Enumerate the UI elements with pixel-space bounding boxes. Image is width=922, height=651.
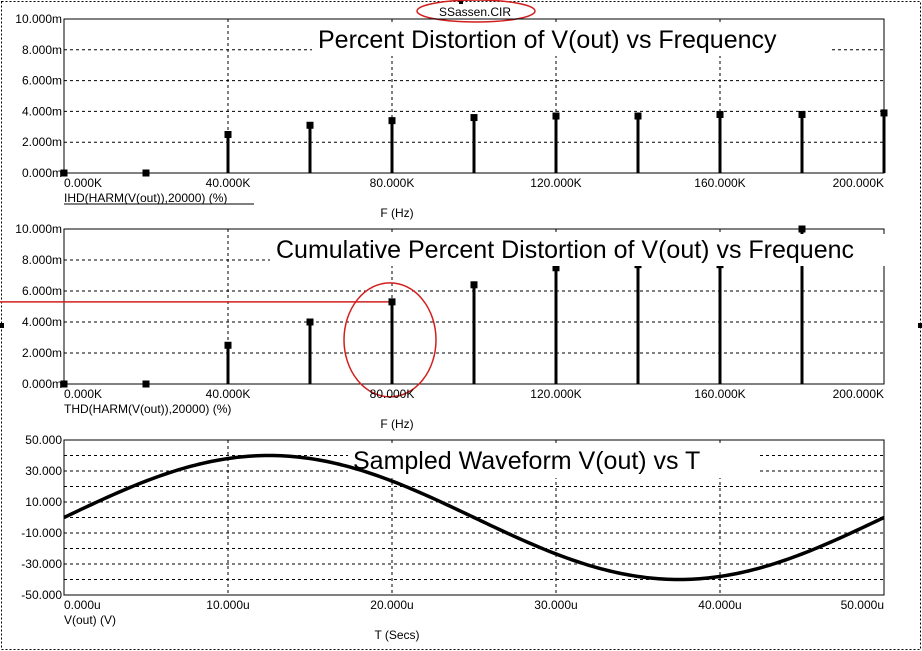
ihd-x-tick-label: 80.000K [370,176,415,190]
waveform-x-axis-label: T (Secs) [374,628,419,642]
thd-y-tick-label: 2.000m [22,346,62,360]
waveform-trace [63,453,885,582]
thd-bar-marker [470,281,478,289]
thd-x-tick-label: 0.000K [64,387,102,401]
ihd-x-tick-label: 0.000K [64,176,102,190]
ihd-x-tick-label: 200.000K [833,176,884,190]
thd-y-tick-label: 8.000m [22,253,62,267]
waveform-plot-title: Sampled Waveform V(out) vs T [353,447,700,475]
ihd-bar-marker [470,114,478,122]
thd-x-axis-label: F (Hz) [380,417,413,431]
waveform-y-tick-label: 30.000 [25,464,62,478]
ihd-x-tick-label: 160.000K [694,176,745,190]
waveform-plot-x-ticks: 0.000u 10.000u 20.000u 30.000u 40.000u 50.000… [64,598,884,612]
ihd-y-tick-label: 6.000m [22,74,62,88]
thd-y-tick-label: 4.000m [22,315,62,329]
ihd-bar-marker [142,169,150,177]
ihd-trace-label[interactable]: IHD(HARM(V(out)),20000) (%) [64,191,227,205]
ihd-bar-marker [880,109,888,117]
thd-bar-marker [142,380,150,388]
thd-x-tick-label: 200.000K [833,387,884,401]
thd-bar-marker [60,380,68,388]
thd-y-tick-label: 0.000m [22,377,62,391]
waveform-x-tick-label: 40.000u [698,598,741,612]
waveform-trace-label[interactable]: V(out) (V) [64,613,116,627]
ihd-x-tick-label: 40.000K [206,176,251,190]
thd-y-tick-label: 6.000m [22,284,62,298]
ihd-bar-marker [552,112,560,120]
frame-handle-left[interactable] [0,323,4,328]
waveform-x-tick-label: 10.000u [206,598,249,612]
waveform-y-tick-label: -50.000 [21,588,62,602]
thd-bar-marker [388,298,396,306]
ihd-bar-marker [306,121,314,129]
thd-bar-marker [798,225,806,233]
waveform-y-tick-label: 50.000 [25,433,62,447]
ihd-y-tick-label: 10.000m [15,12,62,26]
waveform-plot-y-ticks: -50.000 -30.000 -10.000 10.000 30.000 50.000 [21,433,62,602]
waveform-x-tick-label: 50.000u [841,598,884,612]
waveform-line [63,453,885,582]
ihd-bar-marker [798,110,806,118]
ihd-x-axis-label: F (Hz) [380,206,413,220]
waveform-x-tick-label: 20.000u [370,598,413,612]
thd-bar-marker [552,264,560,272]
file-label: SSassen.CIR [439,5,511,19]
ihd-bar-marker [60,169,68,177]
thd-x-tick-label: 120.000K [530,387,581,401]
thd-bar-marker [224,341,232,349]
ihd-bar-marker [716,110,724,118]
ihd-plot-y-ticks: 0.000m 2.000m 4.000m 6.000m 8.000m 10.000m [15,12,62,180]
waveform-title-backdrop [348,446,758,478]
ihd-y-tick-label: 8.000m [22,43,62,57]
frame-handle-top[interactable] [459,0,463,4]
ihd-bar-marker [634,112,642,120]
ihd-y-tick-label: 0.000m [22,166,62,180]
ihd-plot-x-ticks: 0.000K 40.000K 80.000K 120.000K 160.000K 200.… [64,176,884,190]
thd-bar-marker [306,318,314,326]
ihd-bar-marker [224,131,232,138]
frame-handle-right[interactable] [918,323,922,328]
waveform-y-tick-label: -10.000 [21,526,62,540]
ihd-plot: 0.000m 2.000m 4.000m 6.000m 8.000m 10.000m 0.… [15,12,888,220]
thd-plot-y-ticks: 0.000m 2.000m 4.000m 6.000m 8.000m 10.000m [15,222,62,391]
file-label-highlight [416,0,536,23]
thd-x-tick-label: 80.000K [370,387,415,401]
waveform-y-tick-label: 10.000 [25,495,62,509]
thd-x-tick-label: 40.000K [206,387,251,401]
ihd-y-tick-label: 2.000m [22,135,62,149]
waveform-y-tick-label: -30.000 [21,557,62,571]
thd-title-backdrop [270,234,920,266]
ihd-plot-title: Percent Distortion of V(out) vs Frequenc… [318,26,777,54]
thd-plot: 0.000m 2.000m 4.000m 6.000m 8.000m 10.000m 0.… [0,222,920,431]
ihd-plot-bars [60,109,888,177]
thd-trace-label[interactable]: THD(HARM(V(out)),20000) (%) [64,402,231,416]
thd-y-tick-label: 10.000m [15,222,62,236]
ihd-title-backdrop [312,24,832,56]
waveform-x-tick-label: 30.000u [534,598,577,612]
thd-x-tick-label: 160.000K [694,387,745,401]
thd-highlight-ellipse [343,282,437,398]
waveform-x-tick-label: 0.000u [64,598,101,612]
ihd-bar-marker [388,117,396,125]
thd-plot-title: Cumulative Percent Distortion of V(out) … [276,236,854,264]
waveform-plot: Sampled Waveform V(out) vs T -50.000 -30.… [21,433,885,642]
ihd-x-tick-label: 120.000K [530,176,581,190]
ihd-y-tick-label: 4.000m [22,104,62,118]
thd-plot-x-ticks: 0.000K 40.000K 80.000K 120.000K 160.000K 200.… [64,387,884,401]
